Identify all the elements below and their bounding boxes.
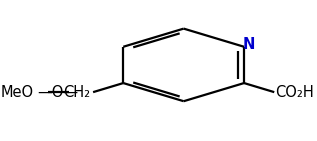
Text: CO₂H: CO₂H: [275, 85, 314, 100]
Text: MeO: MeO: [1, 85, 34, 100]
Text: N: N: [243, 37, 255, 52]
Text: —O—: —O—: [38, 85, 79, 100]
Text: CH₂: CH₂: [63, 85, 90, 100]
